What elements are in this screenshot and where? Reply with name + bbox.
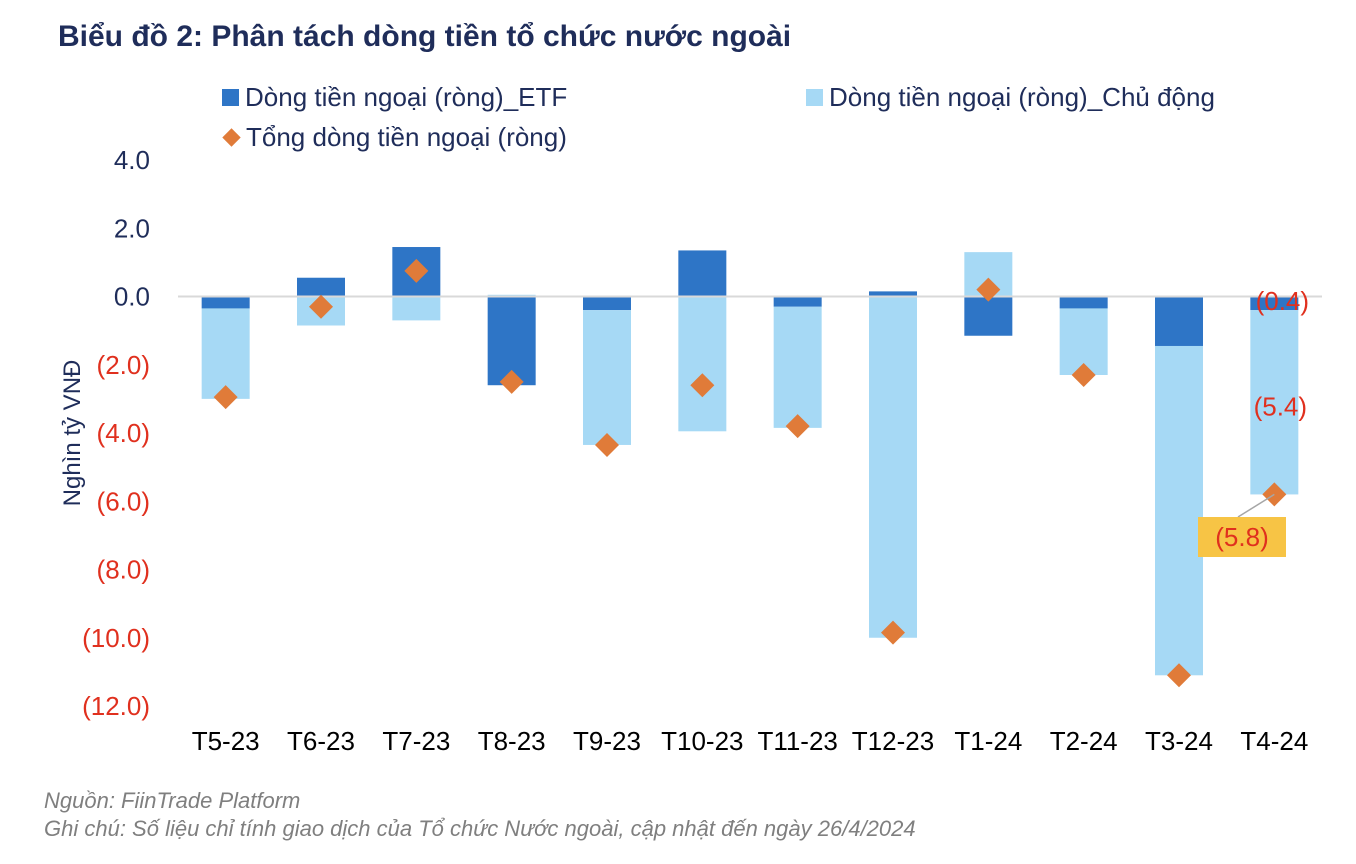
legend-item-etf: Dòng tiền ngoại (ròng)_ETF	[222, 82, 567, 113]
bar-etf	[1155, 296, 1203, 346]
x-tick-label: T5-23	[192, 726, 260, 756]
legend-swatch-active	[806, 89, 823, 106]
total-marker	[213, 385, 238, 410]
bar-etf	[1250, 296, 1299, 311]
total-marker	[1071, 362, 1096, 387]
footer-source: Nguồn: FiinTrade Platform	[44, 788, 301, 813]
bar-active	[1155, 345, 1203, 676]
bar-active	[1250, 310, 1299, 495]
bar-etf	[583, 296, 631, 311]
total-marker	[976, 277, 1001, 302]
x-tick-label: T12-23	[852, 726, 934, 756]
x-tick-label: T11-23	[757, 726, 837, 756]
y-tick-label: (12.0)	[82, 691, 150, 721]
bar-active	[773, 306, 822, 428]
bar-etf	[869, 291, 917, 297]
bar-active	[869, 296, 917, 638]
y-tick-label: 2.0	[114, 213, 150, 243]
bar-etf	[678, 250, 727, 297]
legend-label-active: Dòng tiền ngoại (ròng)_Chủ động	[829, 82, 1215, 112]
bar-etf	[964, 296, 1013, 336]
x-tick-label: T4-24	[1240, 726, 1308, 756]
callout-box	[1198, 517, 1286, 557]
data-label-etf: (0.4)	[1256, 286, 1309, 316]
bar-active	[583, 310, 631, 445]
x-tick-label: T6-23	[287, 726, 355, 756]
x-tick-label: T9-23	[573, 726, 641, 756]
x-tick-label: T10-23	[661, 726, 743, 756]
bar-etf	[201, 296, 250, 309]
bar-active	[678, 296, 727, 432]
y-tick-label: (6.0)	[97, 486, 150, 516]
total-marker	[404, 258, 429, 283]
x-tick-label: T1-24	[954, 726, 1022, 756]
total-marker	[499, 369, 524, 394]
data-label-active: (5.4)	[1254, 392, 1307, 422]
y-tick-label: 4.0	[114, 145, 150, 175]
bar-active	[392, 296, 441, 321]
legend-label-etf: Dòng tiền ngoại (ròng)_ETF	[245, 82, 568, 112]
y-tick-label: 0.0	[114, 282, 150, 312]
x-tick-label: T8-23	[478, 726, 546, 756]
y-axis-title: Nghìn tỷ VNĐ	[59, 360, 86, 507]
y-tick-label: (8.0)	[97, 555, 150, 585]
total-marker	[785, 414, 810, 439]
bar-etf	[1059, 296, 1108, 309]
y-tick-label: (10.0)	[82, 623, 150, 653]
bar-etf	[773, 296, 822, 307]
total-marker	[309, 294, 333, 319]
bar-etf	[297, 277, 345, 297]
total-marker	[881, 620, 905, 645]
x-tick-label: T3-24	[1145, 726, 1213, 756]
y-tick-label: (4.0)	[97, 418, 150, 448]
footer-note: Ghi chú: Số liệu chỉ tính giao dịch của …	[44, 816, 916, 841]
data-label-total: (5.8)	[1215, 522, 1268, 552]
legend-swatch-etf	[222, 89, 239, 106]
legend-item-total: Tổng dòng tiền ngoại (ròng)	[222, 122, 567, 153]
callout-leader-line	[1237, 493, 1275, 518]
y-tick-label: (2.0)	[97, 350, 150, 380]
x-tick-label: T2-24	[1050, 726, 1118, 756]
total-marker	[595, 432, 619, 457]
legend-item-active: Dòng tiền ngoại (ròng)_Chủ động	[806, 82, 1215, 113]
legend-label-total: Tổng dòng tiền ngoại (ròng)	[246, 122, 567, 152]
total-marker	[1167, 663, 1191, 688]
total-marker	[690, 373, 715, 398]
x-tick-label: T7-23	[382, 726, 450, 756]
chart-title: Biểu đồ 2: Phân tách dòng tiền tổ chức n…	[58, 20, 792, 53]
bar-active	[201, 308, 250, 399]
